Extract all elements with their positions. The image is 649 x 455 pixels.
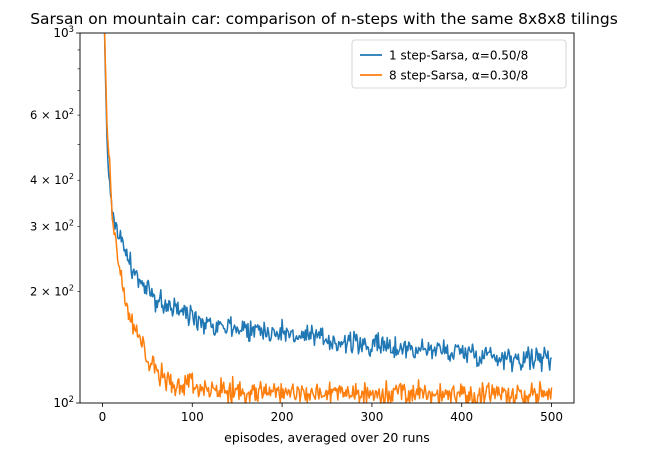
legend-label-1: 1 step-Sarsa, α=0.50/8 — [389, 49, 528, 63]
legend: 1 step-Sarsa, α=0.50/8 8 step-Sarsa, α=0.… — [351, 39, 567, 89]
series-line-1 — [103, 33, 553, 373]
y-tick-label: 4 × 102 — [30, 172, 74, 187]
legend-label-2: 8 step-Sarsa, α=0.30/8 — [389, 69, 528, 83]
series-line-2 — [103, 33, 553, 403]
x-axis-ticks: 0 100 200 300 400 500 — [99, 403, 563, 424]
y-tick-label: 103 — [53, 24, 74, 40]
x-tick-label: 200 — [271, 410, 294, 424]
y-axis-ticks: 102 103 2 × 102 3 × 102 4 × 102 6 × 102 — [30, 24, 80, 410]
series-group — [103, 33, 553, 403]
x-tick-label: 100 — [181, 410, 204, 424]
x-axis-label: episodes, averaged over 20 runs — [224, 430, 430, 445]
x-tick-label: 300 — [360, 410, 383, 424]
plot-frame — [79, 32, 575, 404]
x-tick-label: 500 — [540, 410, 563, 424]
y-tick-label: 6 × 102 — [30, 107, 74, 122]
y-tick-label: 102 — [53, 394, 74, 410]
legend-box — [351, 39, 567, 89]
x-tick-label: 0 — [99, 410, 107, 424]
chart-title: Sarsan on mountain car: comparison of n-… — [30, 10, 618, 28]
y-tick-label: 3 × 102 — [30, 218, 74, 233]
y-tick-label: 2 × 102 — [30, 284, 74, 299]
x-tick-label: 400 — [450, 410, 473, 424]
